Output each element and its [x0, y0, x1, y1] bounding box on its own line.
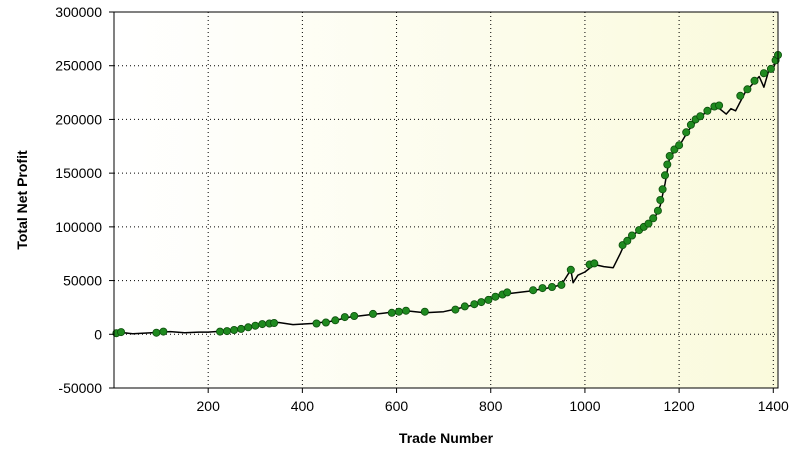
trade-marker [152, 328, 161, 337]
trade-marker [312, 319, 321, 328]
trade-marker [529, 286, 538, 295]
x-tick-label: 400 [291, 398, 315, 414]
trade-marker [759, 69, 768, 78]
trade-marker [484, 295, 493, 304]
y-tick-label: 300000 [55, 4, 102, 20]
y-tick-label: 100000 [55, 219, 102, 235]
trade-marker [566, 265, 575, 274]
trade-marker [623, 236, 632, 245]
trade-marker [661, 171, 670, 180]
trade-marker [387, 308, 396, 317]
x-axis-title: Trade Number [399, 430, 494, 446]
trade-marker [649, 214, 658, 223]
trade-marker [251, 321, 260, 330]
trade-marker [743, 85, 752, 94]
x-tick-label: 200 [197, 398, 221, 414]
x-tick-label: 1200 [664, 398, 695, 414]
trade-marker [590, 259, 599, 268]
trade-marker [159, 327, 168, 336]
x-tick-label: 1400 [758, 398, 789, 414]
y-tick-label: 150000 [55, 165, 102, 181]
trade-marker [628, 231, 637, 240]
trade-marker [766, 64, 775, 73]
trade-marker [736, 91, 745, 100]
trade-marker [368, 309, 377, 318]
trade-marker [682, 128, 691, 137]
trade-marker [715, 101, 724, 110]
trade-marker [548, 282, 557, 291]
y-tick-label: 0 [94, 326, 102, 342]
trade-marker [750, 76, 759, 85]
trade-marker [331, 316, 340, 325]
trade-marker [557, 280, 566, 289]
y-tick-label: -50000 [58, 380, 102, 396]
plot-frame [113, 11, 779, 389]
trade-marker [644, 219, 653, 228]
marker-layer [112, 51, 783, 338]
trade-marker [686, 120, 695, 129]
y-tick-label: 200000 [55, 111, 102, 127]
y-tick-label: 250000 [55, 58, 102, 74]
trade-marker [350, 311, 359, 320]
trade-marker [538, 284, 547, 293]
x-axis-ticks: 200 400 600 800 1000 1200 1400 [197, 388, 789, 414]
trade-marker [703, 106, 712, 115]
trade-marker [420, 307, 429, 316]
trade-marker [270, 318, 279, 327]
trade-marker [675, 141, 684, 150]
x-tick-label: 800 [479, 398, 503, 414]
trade-marker [215, 327, 224, 336]
trade-marker [237, 324, 246, 333]
trade-marker [658, 185, 667, 194]
trade-marker [491, 292, 500, 301]
trade-marker [656, 195, 665, 204]
y-axis-ticks: -50000 0 50000 100000 150000 200000 250000 3000… [55, 4, 114, 396]
trade-marker [665, 151, 674, 160]
trade-marker [321, 318, 330, 327]
trade-marker [470, 300, 479, 309]
trade-marker [663, 160, 672, 169]
trade-marker [340, 313, 349, 322]
x-tick-label: 600 [385, 398, 409, 414]
plot-background [114, 12, 778, 388]
trade-marker [401, 306, 410, 315]
trade-marker [653, 206, 662, 215]
trade-marker [451, 305, 460, 314]
y-axis-title: Total Net Profit [14, 150, 30, 250]
y-tick-label: 50000 [63, 273, 102, 289]
trade-marker [244, 323, 253, 332]
trade-marker [460, 302, 469, 311]
trade-marker [503, 288, 512, 297]
x-tick-label: 1000 [569, 398, 600, 414]
trade-marker [394, 307, 403, 316]
grid-lines [114, 12, 778, 388]
trade-marker [258, 320, 267, 329]
trade-marker [230, 325, 239, 334]
trade-marker [696, 112, 705, 121]
trade-marker [477, 298, 486, 307]
trade-marker [222, 327, 231, 336]
trade-marker [117, 328, 126, 337]
